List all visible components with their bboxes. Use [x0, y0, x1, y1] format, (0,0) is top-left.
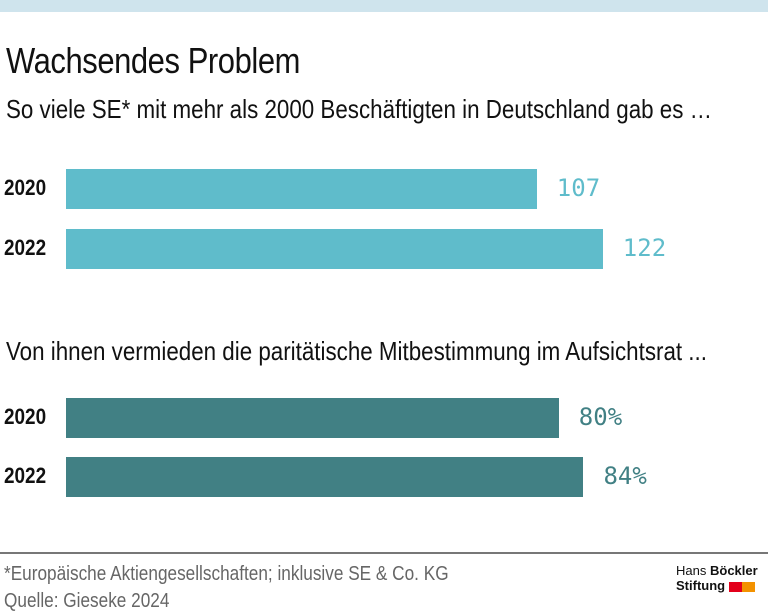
data-label: 122 — [622, 234, 667, 262]
chart1-subtitle: So viele SE* mit mehr als 2000 Beschäfti… — [6, 94, 712, 124]
logo-text-hans: Hans — [676, 563, 707, 578]
footnote: *Europäische Aktiengesellschaften; inklu… — [4, 563, 449, 585]
source: Quelle: Gieseke 2024 — [4, 590, 170, 612]
logo-text-boeckler: Böckler — [709, 563, 758, 578]
logo-text-stiftung: Stiftung — [676, 578, 726, 593]
hans-boeckler-logo: Hans Böckler Stiftung — [676, 563, 758, 593]
data-label: 107 — [556, 174, 601, 202]
bar-2022 — [66, 457, 584, 497]
bar-2020 — [66, 398, 559, 438]
category-label: 2022 — [4, 463, 47, 488]
category-label: 2020 — [4, 175, 47, 200]
chart2-subtitle: Von ihnen vermieden die paritätische Mit… — [6, 336, 707, 366]
category-label: 2020 — [4, 404, 47, 429]
data-label: 84% — [603, 462, 647, 490]
data-label: 80% — [578, 403, 623, 431]
logo-red-square — [728, 581, 742, 592]
top-band — [0, 0, 768, 12]
chart-title: Wachsendes Problem — [6, 40, 300, 81]
bar-2022 — [66, 229, 603, 269]
bar-2020 — [66, 169, 537, 209]
divider — [0, 552, 768, 554]
logo-orange-square — [741, 581, 755, 592]
category-label: 2022 — [4, 235, 47, 260]
